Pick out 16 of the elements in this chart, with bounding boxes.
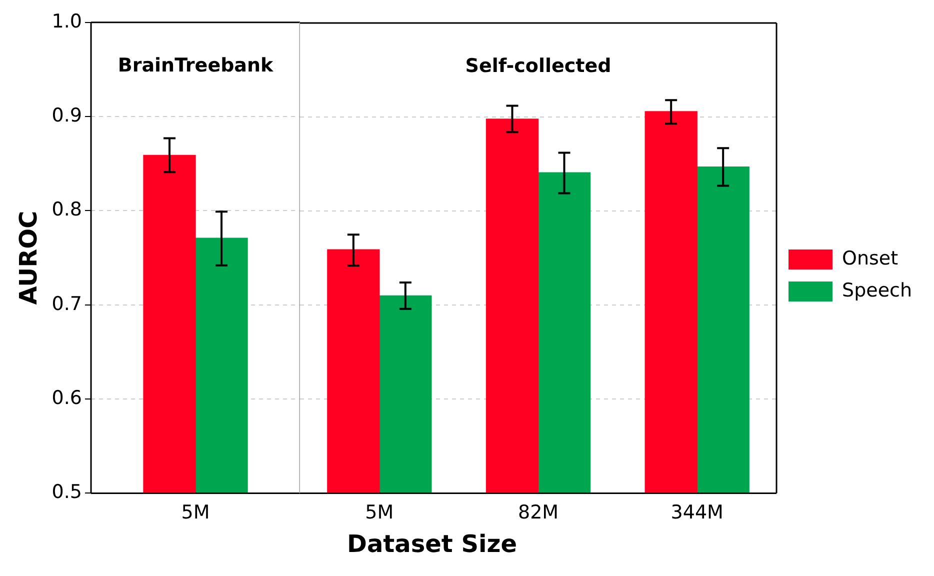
y-tick-label: 0.6: [52, 386, 82, 409]
y-tick-label: 0.8: [52, 198, 82, 221]
legend-label: Onset: [842, 247, 898, 270]
y-axis-title: AUROC: [14, 210, 43, 305]
annotation: BrainTreebank: [118, 54, 274, 76]
y-tick-label: 0.7: [52, 292, 82, 315]
y-tick-label: 0.5: [52, 481, 82, 504]
x-tick-label: 5M: [365, 502, 394, 524]
x-tick-label: 5M: [181, 502, 210, 524]
x-tick-label: 344M: [670, 502, 724, 524]
x-tick-label: 82M: [518, 502, 559, 524]
y-tick-label: 0.9: [52, 104, 82, 126]
y-tick-label: 1.0: [52, 10, 82, 32]
annotation: Self-collected: [465, 54, 612, 77]
legend-label: Speech: [842, 279, 912, 302]
x-axis-title: Dataset Size: [346, 530, 518, 558]
